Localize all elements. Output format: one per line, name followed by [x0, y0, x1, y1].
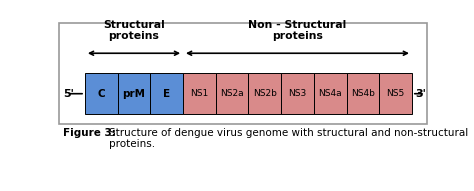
Text: Non - Structural
proteins: Non - Structural proteins [248, 19, 346, 41]
Text: Figure 3:: Figure 3: [63, 128, 119, 138]
Text: NS4b: NS4b [351, 89, 375, 98]
Text: NS3: NS3 [288, 89, 307, 98]
Bar [346, 74, 379, 114]
Bar [85, 74, 118, 114]
Text: Structural
proteins: Structural proteins [103, 19, 165, 41]
Bar [379, 74, 412, 114]
Text: NS1: NS1 [190, 89, 209, 98]
Bar [216, 74, 248, 114]
Text: 3': 3' [415, 89, 426, 99]
Text: Structure of dengue virus genome with structural and non-structural
proteins.: Structure of dengue virus genome with st… [109, 128, 468, 149]
Text: C: C [98, 89, 105, 99]
Text: NS4a: NS4a [319, 89, 342, 98]
Bar [281, 74, 314, 114]
Text: E: E [163, 89, 170, 99]
Text: NS2a: NS2a [220, 89, 244, 98]
Text: NS2b: NS2b [253, 89, 277, 98]
Bar [150, 74, 183, 114]
Bar [248, 74, 281, 114]
Bar [183, 74, 216, 114]
Bar [314, 74, 346, 114]
Text: prM: prM [122, 89, 146, 99]
Bar [118, 74, 150, 114]
Text: 5': 5' [63, 89, 74, 99]
Text: NS5: NS5 [386, 89, 405, 98]
